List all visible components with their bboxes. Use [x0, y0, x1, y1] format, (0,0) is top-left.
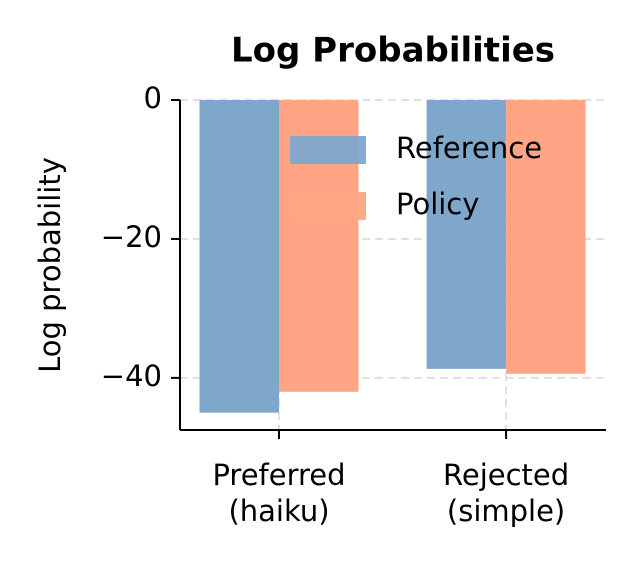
y-axis-label: Log probability: [33, 157, 67, 373]
bar: [199, 100, 280, 413]
bar: [506, 100, 586, 374]
legend-label: Reference: [396, 131, 542, 165]
legend-swatch: [290, 192, 366, 220]
y-tick-label: 0: [144, 81, 162, 115]
y-tick-label: −20: [101, 220, 162, 254]
chart-title: Log Probabilities: [231, 31, 555, 71]
legend-swatch: [290, 136, 366, 164]
x-tick-label: Preferred (haiku): [212, 458, 346, 528]
legend-label: Policy: [396, 187, 479, 221]
bar: [426, 100, 507, 369]
x-tick-label: Rejected (simple): [443, 458, 570, 528]
y-tick-label: −40: [101, 359, 162, 393]
